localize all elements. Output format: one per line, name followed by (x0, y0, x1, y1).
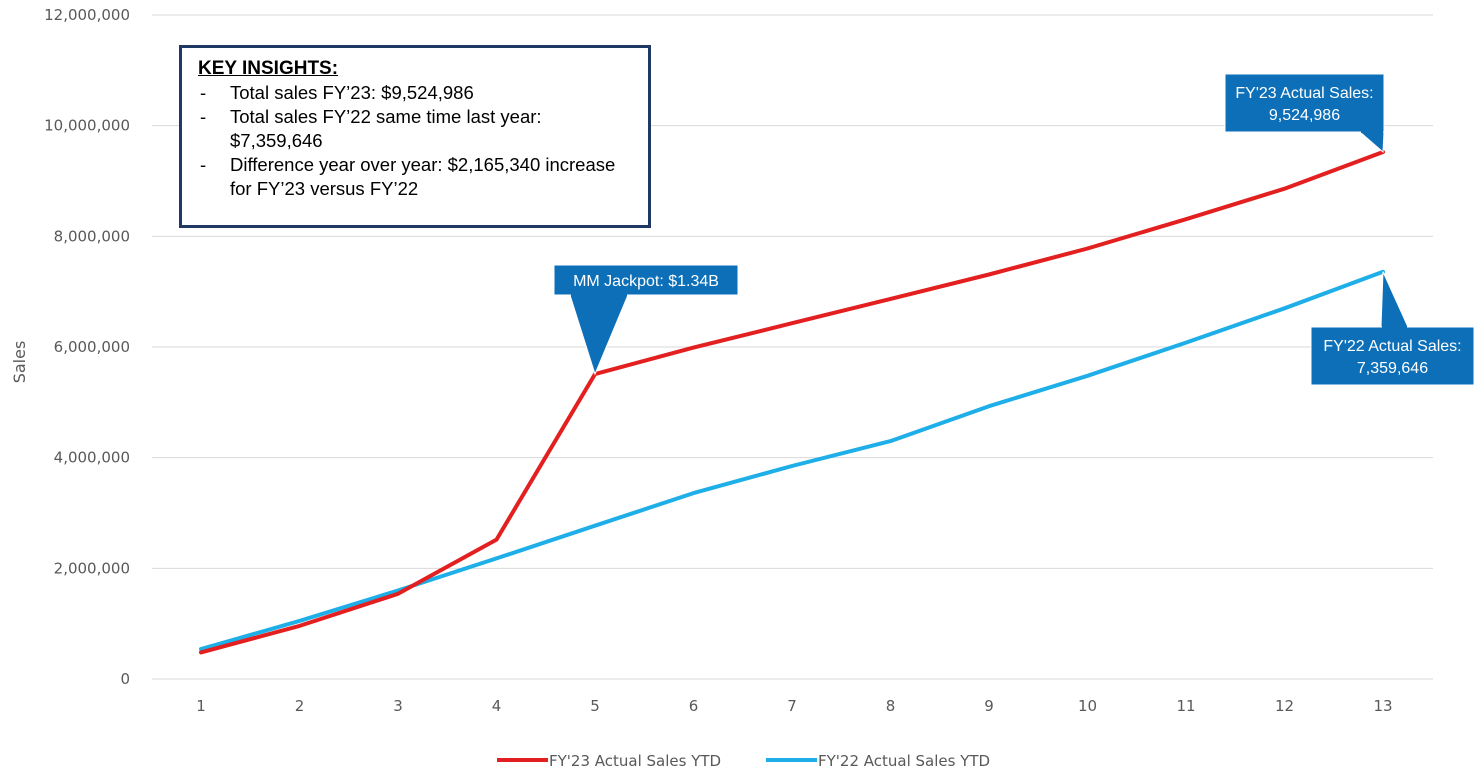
x-tick-label: 1 (196, 697, 206, 715)
insight-text: Total sales FY’23: $9,524,986 (230, 82, 474, 103)
x-tick-label: 3 (393, 697, 403, 715)
series-line-fy22 (199, 269, 1385, 652)
callout-label: FY'23 Actual Sales: (1235, 85, 1373, 102)
x-tick-label: 9 (984, 697, 994, 715)
y-tick-label: 12,000,000 (44, 6, 130, 24)
insight-item: - Difference year over year: $2,165,340 … (198, 153, 634, 201)
insight-bullet: - (200, 82, 207, 103)
y-tick-label: 4,000,000 (54, 449, 130, 467)
callout-pointer (1358, 131, 1385, 154)
key-insights-list: - Total sales FY’23: $9,524,986 - Total … (198, 81, 634, 201)
callout: FY'23 Actual Sales: 9,524,986 (1224, 73, 1385, 154)
x-tick-label: 4 (492, 697, 502, 715)
y-tick-label: 2,000,000 (54, 559, 130, 577)
callout-label: 7,359,646 (1357, 360, 1428, 377)
series-lines (199, 150, 1385, 655)
legend-item: FY'23 Actual Sales YTD (497, 752, 721, 770)
callout-label: 9,524,986 (1269, 107, 1340, 124)
callout-label: FY'22 Actual Sales: (1323, 338, 1461, 355)
series-line-fy23 (199, 150, 1385, 655)
x-tick-label: 7 (787, 697, 797, 715)
insight-text: Difference year over year: $2,165,340 in… (230, 154, 616, 199)
legend-item: FY'22 Actual Sales YTD (766, 752, 990, 770)
x-tick-label: 5 (590, 697, 600, 715)
x-tick-label: 13 (1373, 697, 1392, 715)
x-tick-label: 6 (689, 697, 699, 715)
y-tick-label: 10,000,000 (44, 117, 130, 135)
insight-bullet: - (200, 106, 207, 127)
x-tick-label: 10 (1078, 697, 1097, 715)
insight-text: Total sales FY’22 same time last year: $… (230, 106, 542, 151)
callout: MM Jackpot: $1.34B (553, 264, 739, 376)
x-tick-label: 2 (295, 697, 305, 715)
callout-pointer (1380, 271, 1409, 328)
y-axis-title: Sales (10, 341, 29, 384)
y-axis-ticks: 0 2,000,000 4,000,000 6,000,000 8,000,000 10,… (44, 6, 130, 688)
legend-label: FY'23 Actual Sales YTD (549, 752, 721, 770)
insight-item: - Total sales FY’22 same time last year:… (198, 105, 634, 153)
insight-item: - Total sales FY’23: $9,524,986 (198, 81, 634, 105)
key-insights-box: KEY INSIGHTS: - Total sales FY’23: $9,52… (179, 45, 651, 228)
insight-bullet: - (200, 154, 207, 175)
x-axis-ticks: 1 2 3 4 5 6 7 8 9 10 11 12 13 (196, 697, 1392, 715)
x-tick-label: 8 (886, 697, 896, 715)
callouts: MM Jackpot: $1.34B FY'23 Actual Sales: 9,5… (553, 73, 1475, 386)
key-insights-title: KEY INSIGHTS: (198, 58, 339, 79)
callout-pointer (569, 294, 629, 376)
callout-box (1310, 326, 1475, 386)
legend-label: FY'22 Actual Sales YTD (818, 752, 990, 770)
y-tick-label: 6,000,000 (54, 338, 130, 356)
callout-box (1224, 73, 1385, 133)
callout-box (553, 264, 739, 296)
callout-label: MM Jackpot: $1.34B (573, 273, 719, 290)
y-tick-label: 0 (120, 670, 130, 688)
legend: FY'23 Actual Sales YTD FY'22 Actual Sales… (497, 752, 990, 770)
x-tick-label: 11 (1176, 697, 1195, 715)
callout: FY'22 Actual Sales: 7,359,646 (1310, 271, 1475, 386)
y-tick-label: 8,000,000 (54, 227, 130, 245)
x-tick-label: 12 (1275, 697, 1294, 715)
